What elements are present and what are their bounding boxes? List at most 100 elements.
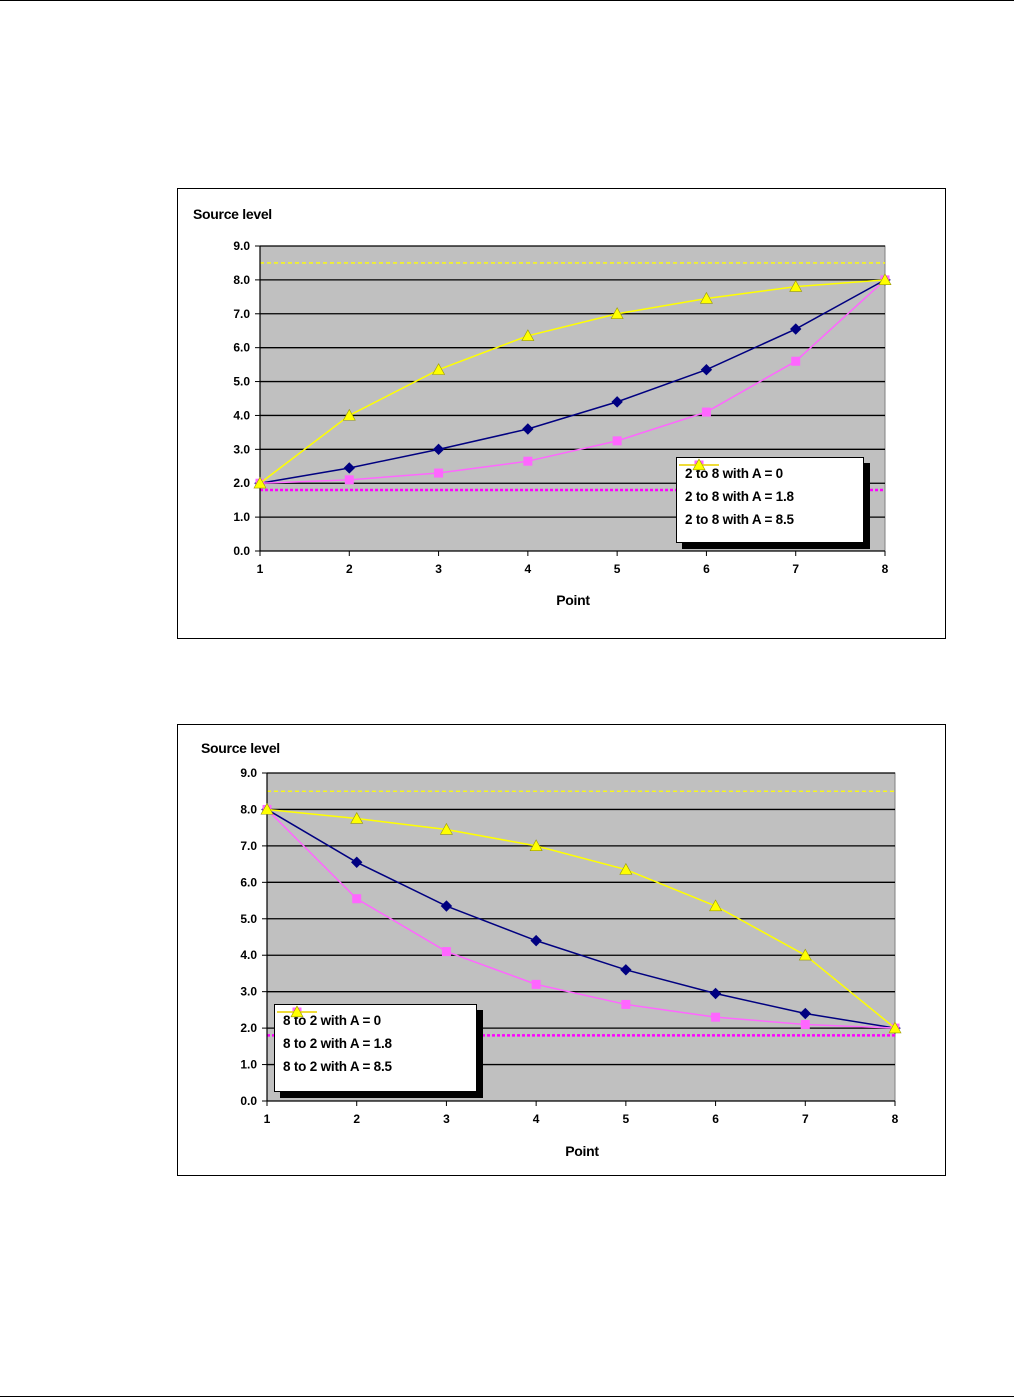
x-tick-label: 7 [792, 562, 799, 576]
y-tick-label: 4.0 [240, 948, 257, 962]
legend-label: 8 to 2 with A = 0 [283, 1013, 381, 1028]
x-tick-label: 5 [623, 1112, 630, 1126]
legend-label: 2 to 8 with A = 8.5 [685, 512, 794, 527]
chart-1-svg: 0.0 1.0 2.0 3.0 4.0 5.0 6.0 7.0 8.0 9.0 1 2 3 4 5 6 7 8 [233, 239, 892, 576]
x-tick-label: 3 [443, 1112, 450, 1126]
legend-item: 2 to 8 with A = 8.5 [679, 458, 855, 531]
data-point [610, 307, 624, 319]
series-line-3 [266, 808, 896, 1029]
y-tick-label: 9.0 [233, 239, 250, 253]
x-tick-label: 1 [264, 1112, 271, 1126]
data-point [530, 934, 542, 947]
data-point [352, 894, 362, 904]
legend-swatch-yellow [679, 458, 719, 471]
data-point [611, 396, 623, 408]
y-tick-label: 7.0 [233, 307, 250, 321]
data-point [522, 423, 534, 435]
data-point [351, 856, 363, 868]
data-point [344, 475, 354, 485]
y-tick-label: 6.0 [240, 875, 257, 889]
data-point [711, 1012, 721, 1022]
bottom-rule [0, 1396, 1014, 1397]
data-point [439, 822, 453, 835]
data-point [342, 408, 356, 421]
data-point [621, 999, 631, 1009]
legend-item: 8 to 2 with A = 8.5 [277, 1005, 468, 1078]
y-tick-label: 0.0 [240, 1094, 257, 1108]
series-line-1 [266, 808, 896, 1029]
y-tick-label: 2.0 [233, 476, 250, 490]
data-point [440, 900, 453, 912]
data-point [790, 323, 802, 335]
data-point [709, 899, 723, 912]
data-point [531, 979, 541, 989]
data-point [260, 802, 274, 815]
x-tick-label: 2 [353, 1112, 360, 1126]
x-tick-label: 5 [614, 562, 621, 576]
chart-2-x-axis-title: Point [565, 1143, 599, 1159]
data-point [888, 1021, 902, 1034]
data-point [619, 862, 633, 875]
data-point [253, 476, 267, 489]
data-point [791, 356, 801, 366]
chart-2-legend: 8 to 2 with A = 0 8 to 2 with A = 1.8 8 … [274, 1004, 477, 1092]
y-tick-label: 1.0 [240, 1058, 257, 1072]
data-point [432, 363, 446, 375]
x-tick-label: 2 [346, 562, 353, 576]
series-markers-3 [260, 802, 902, 1034]
y-tick-label: 9.0 [240, 766, 257, 780]
x-tick-label: 8 [882, 562, 889, 576]
series-line-2 [259, 279, 886, 484]
data-point [798, 948, 812, 961]
chart-1: Source level 0.0 1.0 2.0 3.0 4.0 5.0 6.0 7.0 8.0… [177, 188, 946, 639]
legend-label: 2 to 8 with A = 1.8 [685, 489, 794, 504]
data-point [432, 443, 445, 456]
data-point [701, 407, 711, 417]
data-point [350, 811, 364, 824]
data-point [434, 468, 444, 478]
data-point [709, 987, 722, 1000]
chart-1-y-axis-title: Source level [193, 206, 272, 222]
data-point [620, 964, 632, 976]
y-tick-label: 2.0 [240, 1021, 257, 1035]
data-point [529, 839, 543, 851]
data-point [789, 280, 803, 292]
data-point [523, 456, 533, 466]
series-line-1 [259, 279, 886, 484]
legend-label: 2 to 8 with A = 0 [685, 466, 783, 481]
x-tick-label: 3 [435, 562, 442, 576]
data-point [700, 363, 713, 376]
legend-item: 2 to 8 with A = 1.8 [679, 460, 855, 508]
x-tick-label: 4 [525, 562, 532, 576]
y-tick-label: 7.0 [240, 839, 257, 853]
y-tick-label: 8.0 [240, 802, 257, 816]
x-tick-label: 7 [802, 1112, 809, 1126]
y-tick-label: 5.0 [233, 375, 250, 389]
chart-1-x-axis-title: Point [556, 592, 590, 608]
data-point [800, 1019, 810, 1029]
data-point [612, 436, 622, 446]
x-tick-label: 6 [703, 562, 710, 576]
series-markers-3 [253, 273, 892, 489]
legend-marker [692, 458, 706, 471]
data-point [878, 273, 892, 285]
data-point [699, 291, 713, 304]
data-point [343, 462, 355, 474]
chart-2-svg: 0.0 1.0 2.0 3.0 4.0 5.0 6.0 7.0 8.0 9.0 1 2 3 4 5 6 7 8 [240, 766, 902, 1126]
y-tick-label: 5.0 [240, 912, 257, 926]
series-line-2 [266, 808, 896, 1029]
data-point [799, 1007, 811, 1020]
x-tick-label: 6 [712, 1112, 719, 1126]
legend-label: 8 to 2 with A = 8.5 [283, 1059, 392, 1074]
y-tick-label: 4.0 [233, 408, 250, 422]
chart-1-legend: 2 to 8 with A = 0 2 to 8 with A = 1.8 2 … [676, 457, 864, 543]
chart-2-y-axis-title: Source level [201, 740, 280, 756]
y-tick-label: 8.0 [233, 273, 250, 287]
data-point [521, 329, 535, 341]
x-tick-label: 4 [533, 1112, 540, 1126]
y-tick-label: 3.0 [240, 985, 257, 999]
legend-label: 8 to 2 with A = 1.8 [283, 1036, 392, 1051]
legend-marker [290, 1005, 304, 1018]
chart-2: Source level 0.0 1.0 2.0 3.0 4.0 5.0 6.0 7.0 8.0… [177, 724, 946, 1176]
y-tick-label: 1.0 [233, 510, 250, 524]
